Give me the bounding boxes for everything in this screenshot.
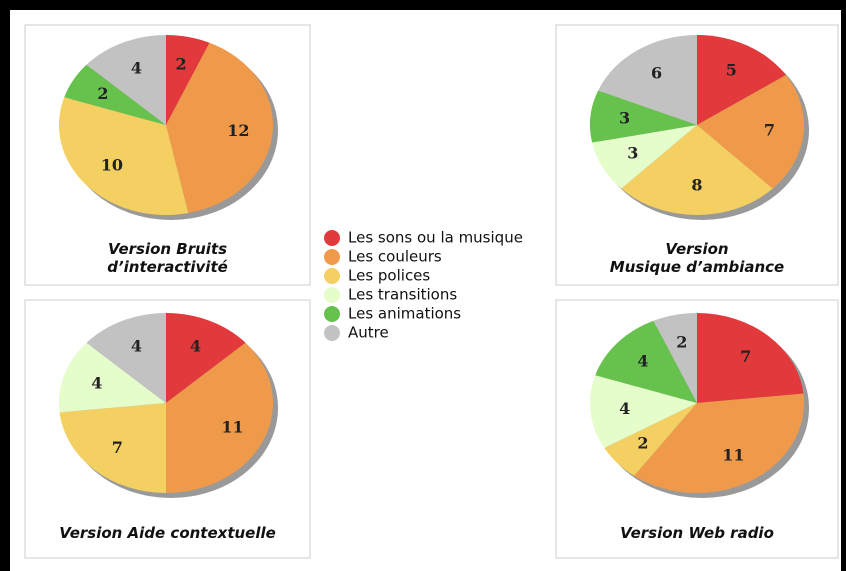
legend-marker bbox=[324, 287, 340, 303]
value-label: 12 bbox=[227, 121, 249, 140]
pie-slice bbox=[604, 403, 697, 476]
value-label: 7 bbox=[112, 438, 123, 457]
pie-slice bbox=[59, 342, 166, 413]
pie-slice bbox=[166, 313, 246, 403]
pie-slice bbox=[697, 313, 804, 403]
pie-title: Version Bruits d’interactivité bbox=[107, 240, 228, 276]
value-label: 4 bbox=[131, 337, 142, 356]
legend-label: Les polices bbox=[348, 267, 430, 285]
value-label: 3 bbox=[619, 109, 630, 128]
pie-slice bbox=[86, 35, 166, 125]
pie-slice bbox=[634, 393, 804, 493]
pie-slice bbox=[58, 97, 189, 215]
pie-slice bbox=[166, 35, 210, 125]
legend-label: Autre bbox=[348, 324, 389, 342]
pie-slice bbox=[598, 35, 697, 125]
value-label: 7 bbox=[764, 120, 775, 139]
value-label: 5 bbox=[726, 61, 737, 80]
pie-slice bbox=[697, 35, 786, 125]
pie-title: Version Musique d’ambiance bbox=[609, 240, 785, 276]
value-label: 2 bbox=[97, 84, 108, 103]
pie-slice bbox=[653, 313, 697, 403]
legend-marker bbox=[324, 306, 340, 322]
value-label: 7 bbox=[740, 347, 751, 366]
pie-slice bbox=[589, 90, 697, 143]
legend-marker bbox=[324, 325, 340, 341]
pie-slice bbox=[64, 64, 166, 125]
value-label: 6 bbox=[651, 64, 662, 83]
legend-label: Les sons ou la musique bbox=[348, 229, 523, 247]
pie-slice bbox=[166, 342, 273, 493]
value-label: 4 bbox=[190, 337, 201, 356]
pie-slice bbox=[697, 74, 804, 189]
pie-slice bbox=[621, 125, 773, 215]
value-label: 2 bbox=[176, 55, 187, 74]
pie-slice bbox=[166, 42, 273, 214]
legend-label: Les animations bbox=[348, 305, 461, 323]
value-label: 3 bbox=[627, 143, 638, 162]
pie-title: Version Aide contextuelle bbox=[59, 524, 276, 542]
pie-slice bbox=[59, 403, 166, 493]
pie-slice bbox=[589, 375, 697, 448]
value-label: 4 bbox=[131, 59, 142, 78]
value-label: 2 bbox=[676, 333, 687, 352]
pie-slice bbox=[592, 125, 697, 189]
legend-marker bbox=[324, 268, 340, 284]
legend-marker bbox=[324, 249, 340, 265]
pie-slice bbox=[64, 97, 166, 125]
value-label: 11 bbox=[722, 446, 744, 465]
value-label: 2 bbox=[637, 433, 648, 452]
pie-title: Version Web radio bbox=[620, 524, 774, 542]
legend-marker bbox=[324, 230, 340, 246]
value-label: 11 bbox=[221, 417, 243, 436]
value-label: 8 bbox=[691, 176, 702, 195]
legend-label: Les couleurs bbox=[348, 248, 442, 266]
legend-label: Les transitions bbox=[348, 286, 457, 304]
value-label: 10 bbox=[101, 155, 123, 174]
pie-slice bbox=[595, 320, 697, 403]
value-label: 4 bbox=[619, 399, 630, 418]
pie-slice bbox=[86, 313, 166, 403]
value-label: 4 bbox=[91, 374, 102, 393]
value-label: 4 bbox=[637, 352, 648, 371]
